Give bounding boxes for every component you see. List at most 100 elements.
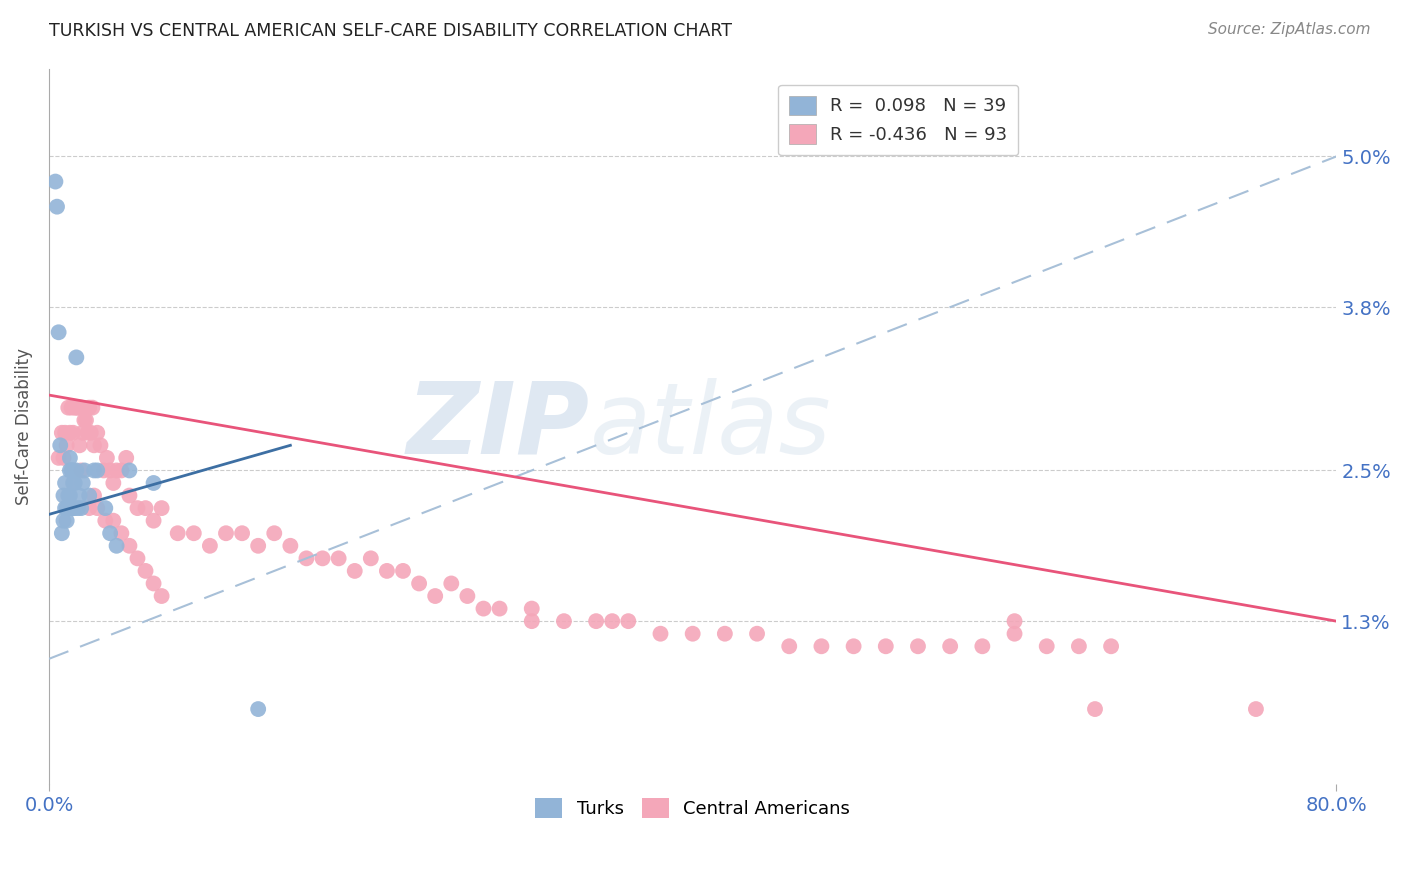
Point [425, 589, 447, 603]
Point [94, 514, 117, 528]
Point [83, 438, 105, 452]
Point [142, 576, 165, 591]
Point [875, 640, 897, 654]
Point [247, 539, 270, 553]
Point [142, 514, 165, 528]
Point [69, 438, 91, 452]
Point [520, 601, 543, 615]
Point [55, 501, 77, 516]
Point [65, 463, 87, 477]
Point [408, 576, 430, 591]
Point [311, 551, 333, 566]
Point [198, 539, 221, 553]
Point [1084, 702, 1107, 716]
Point [83, 489, 105, 503]
Point [63, 475, 86, 490]
Point [972, 640, 994, 654]
Text: atlas: atlas [589, 378, 831, 475]
Point [59, 463, 82, 477]
Point [89, 438, 111, 452]
Point [58, 501, 80, 516]
Point [59, 425, 82, 440]
Point [907, 640, 929, 654]
Point [62, 463, 84, 477]
Point [745, 626, 768, 640]
Point [55, 514, 77, 528]
Point [70, 463, 93, 477]
Point [49, 438, 72, 452]
Point [62, 501, 84, 516]
Point [93, 463, 115, 477]
Point [98, 526, 121, 541]
Legend: Turks, Central Americans: Turks, Central Americans [529, 791, 858, 825]
Point [80, 425, 103, 440]
Point [778, 640, 800, 654]
Point [53, 475, 76, 490]
Point [69, 489, 91, 503]
Point [103, 475, 125, 490]
Point [650, 626, 672, 640]
Y-axis label: Self-Care Disability: Self-Care Disability [15, 348, 32, 505]
Point [44, 175, 66, 189]
Point [939, 640, 962, 654]
Point [127, 501, 149, 516]
Point [60, 463, 83, 477]
Point [52, 450, 75, 465]
Point [58, 489, 80, 503]
Point [63, 501, 86, 516]
Point [76, 425, 98, 440]
Point [1035, 640, 1057, 654]
Point [105, 539, 128, 553]
Text: ZIP: ZIP [406, 378, 589, 475]
Point [98, 463, 121, 477]
Point [118, 489, 141, 503]
Point [1004, 614, 1026, 628]
Point [96, 450, 118, 465]
Point [600, 614, 623, 628]
Point [810, 640, 832, 654]
Point [110, 463, 132, 477]
Point [1067, 640, 1090, 654]
Point [53, 501, 76, 516]
Point [135, 564, 157, 578]
Point [375, 564, 398, 578]
Point [247, 702, 270, 716]
Point [135, 501, 157, 516]
Point [328, 551, 350, 566]
Text: Source: ZipAtlas.com: Source: ZipAtlas.com [1208, 22, 1371, 37]
Point [488, 601, 510, 615]
Point [231, 526, 253, 541]
Point [585, 614, 607, 628]
Point [94, 501, 117, 516]
Point [360, 551, 382, 566]
Point [1244, 702, 1267, 716]
Point [73, 463, 96, 477]
Point [166, 526, 188, 541]
Point [150, 589, 173, 603]
Point [343, 564, 366, 578]
Point [142, 475, 165, 490]
Point [62, 425, 84, 440]
Point [295, 551, 318, 566]
Point [73, 413, 96, 427]
Point [51, 526, 73, 541]
Point [842, 640, 865, 654]
Point [62, 475, 84, 490]
Point [63, 401, 86, 415]
Point [183, 526, 205, 541]
Point [51, 425, 73, 440]
Point [118, 539, 141, 553]
Point [617, 614, 640, 628]
Point [70, 401, 93, 415]
Point [65, 401, 87, 415]
Point [70, 501, 93, 516]
Point [110, 526, 132, 541]
Point [215, 526, 238, 541]
Point [48, 450, 70, 465]
Point [115, 450, 138, 465]
Point [52, 489, 75, 503]
Point [86, 425, 108, 440]
Text: TURKISH VS CENTRAL AMERICAN SELF-CARE DISABILITY CORRELATION CHART: TURKISH VS CENTRAL AMERICAN SELF-CARE DI… [49, 22, 733, 40]
Point [59, 489, 82, 503]
Point [72, 475, 94, 490]
